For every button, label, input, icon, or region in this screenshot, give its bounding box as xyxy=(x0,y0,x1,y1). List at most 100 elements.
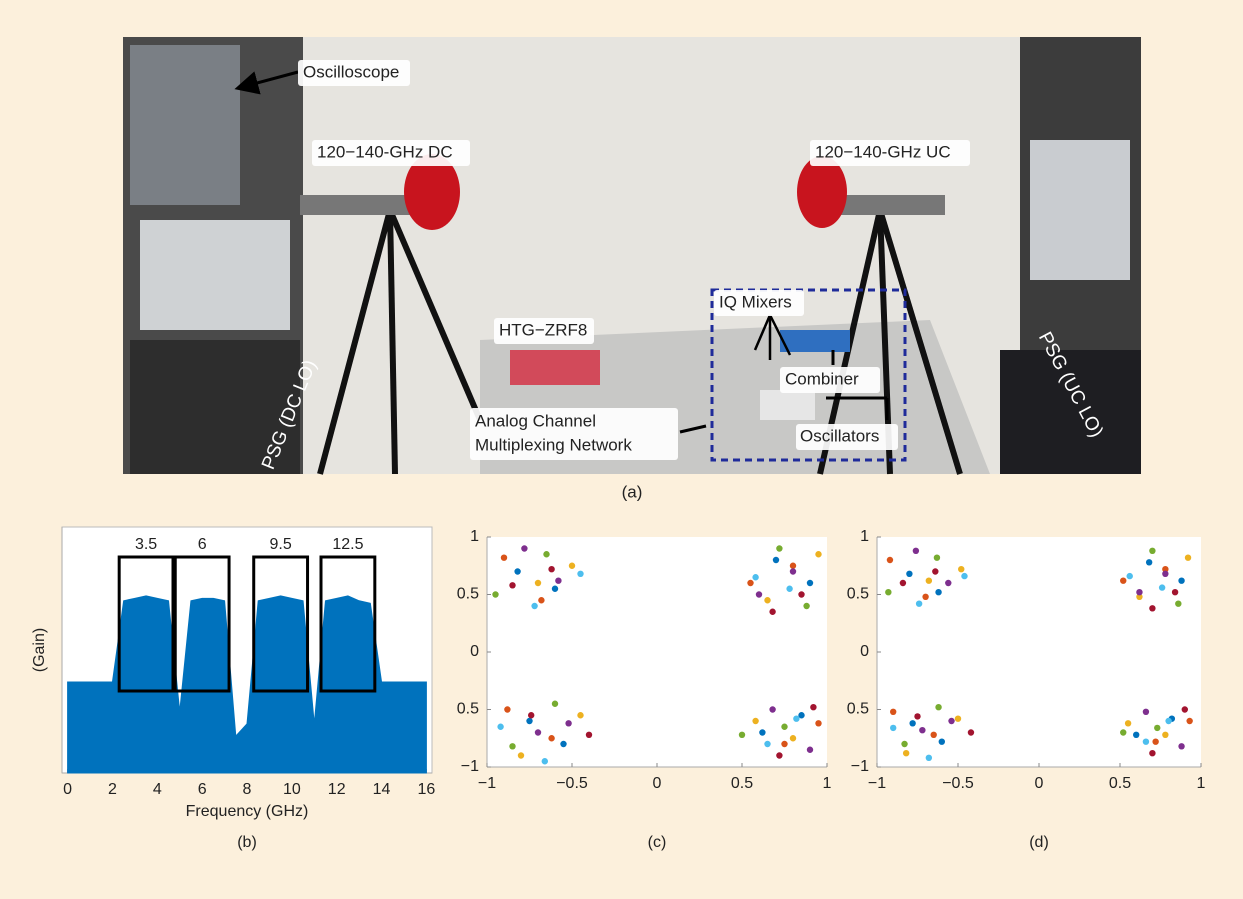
point xyxy=(504,706,510,712)
point xyxy=(752,718,758,724)
point xyxy=(798,591,804,597)
point xyxy=(906,571,912,577)
point xyxy=(521,545,527,551)
point xyxy=(509,743,515,749)
point xyxy=(1127,573,1133,579)
photo-label: HTG−ZRF8 xyxy=(499,320,587,339)
point xyxy=(555,578,561,584)
photo-label: 120−140-GHz DC xyxy=(317,142,453,161)
point xyxy=(890,725,896,731)
point xyxy=(781,724,787,730)
point xyxy=(903,750,909,756)
point xyxy=(552,586,558,592)
x-tick-label: 12 xyxy=(328,781,346,798)
point xyxy=(932,568,938,574)
plot-area xyxy=(877,537,1201,767)
x-tick-label: 8 xyxy=(243,781,252,798)
point xyxy=(1165,718,1171,724)
point xyxy=(934,555,940,561)
point xyxy=(916,601,922,607)
point xyxy=(773,557,779,563)
point xyxy=(1152,739,1158,745)
x-tick-label: 14 xyxy=(373,781,391,798)
point xyxy=(926,578,932,584)
point xyxy=(538,597,544,603)
point xyxy=(919,727,925,733)
x-tick-label: −1 xyxy=(478,775,496,792)
point xyxy=(560,741,566,747)
point xyxy=(565,720,571,726)
point xyxy=(769,706,775,712)
point xyxy=(1136,589,1142,595)
photo-label: Combiner xyxy=(785,369,859,388)
point xyxy=(1143,739,1149,745)
photo-label: Oscilloscope xyxy=(303,62,399,81)
point xyxy=(790,735,796,741)
photo-label: Multiplexing Network xyxy=(475,435,632,454)
x-tick-label: 0 xyxy=(1035,775,1044,792)
point xyxy=(958,566,964,572)
point xyxy=(776,752,782,758)
point xyxy=(815,720,821,726)
point xyxy=(786,586,792,592)
page: Oscilloscope 120−140-GHz DC 120−140-GHz … xyxy=(0,0,1243,899)
point xyxy=(528,712,534,718)
point xyxy=(535,580,541,586)
point xyxy=(577,712,583,718)
point xyxy=(764,741,770,747)
point xyxy=(586,732,592,738)
point xyxy=(526,718,532,724)
y-tick-label: 0.5 xyxy=(847,701,869,718)
point xyxy=(1149,605,1155,611)
point xyxy=(922,594,928,600)
y-tick-label: 0.5 xyxy=(457,701,479,718)
x-tick-label: 0 xyxy=(653,775,662,792)
photo-label: IQ Mixers xyxy=(719,292,792,311)
x-tick-label: 0.5 xyxy=(1109,775,1131,792)
point xyxy=(1146,559,1152,565)
band-label: 6 xyxy=(198,536,207,553)
point xyxy=(1149,548,1155,554)
point xyxy=(1120,578,1126,584)
y-tick-label: −1 xyxy=(461,758,479,775)
point xyxy=(961,573,967,579)
point xyxy=(939,739,945,745)
point xyxy=(968,729,974,735)
point xyxy=(548,566,554,572)
point xyxy=(776,545,782,551)
point xyxy=(497,724,503,730)
band-label: 12.5 xyxy=(332,536,363,553)
point xyxy=(1162,732,1168,738)
point xyxy=(909,720,915,726)
x-axis-label: Frequency (GHz) xyxy=(186,803,309,820)
point xyxy=(577,571,583,577)
point xyxy=(1125,720,1131,726)
photo: Oscilloscope 120−140-GHz DC 120−140-GHz … xyxy=(123,37,1141,474)
x-tick-label: −1 xyxy=(868,775,886,792)
photo-label: Oscillators xyxy=(800,426,879,445)
point xyxy=(1159,584,1165,590)
point xyxy=(887,557,893,563)
x-tick-label: 1 xyxy=(1197,775,1206,792)
y-tick-label: 0.5 xyxy=(847,586,869,603)
point xyxy=(759,729,765,735)
point xyxy=(890,709,896,715)
caption: (d) xyxy=(1029,834,1049,851)
point xyxy=(793,716,799,722)
point xyxy=(914,713,920,719)
point xyxy=(1182,706,1188,712)
point xyxy=(901,741,907,747)
y-tick-label: 1 xyxy=(470,528,479,545)
point xyxy=(815,551,821,557)
point xyxy=(955,716,961,722)
band-label: 3.5 xyxy=(135,536,157,553)
point xyxy=(552,701,558,707)
x-tick-label: 10 xyxy=(283,781,301,798)
point xyxy=(535,729,541,735)
y-tick-label: 0 xyxy=(860,643,869,660)
point xyxy=(948,718,954,724)
point xyxy=(1175,601,1181,607)
photo-label: Analog Channel xyxy=(475,411,596,430)
point xyxy=(769,609,775,615)
point xyxy=(1185,555,1191,561)
